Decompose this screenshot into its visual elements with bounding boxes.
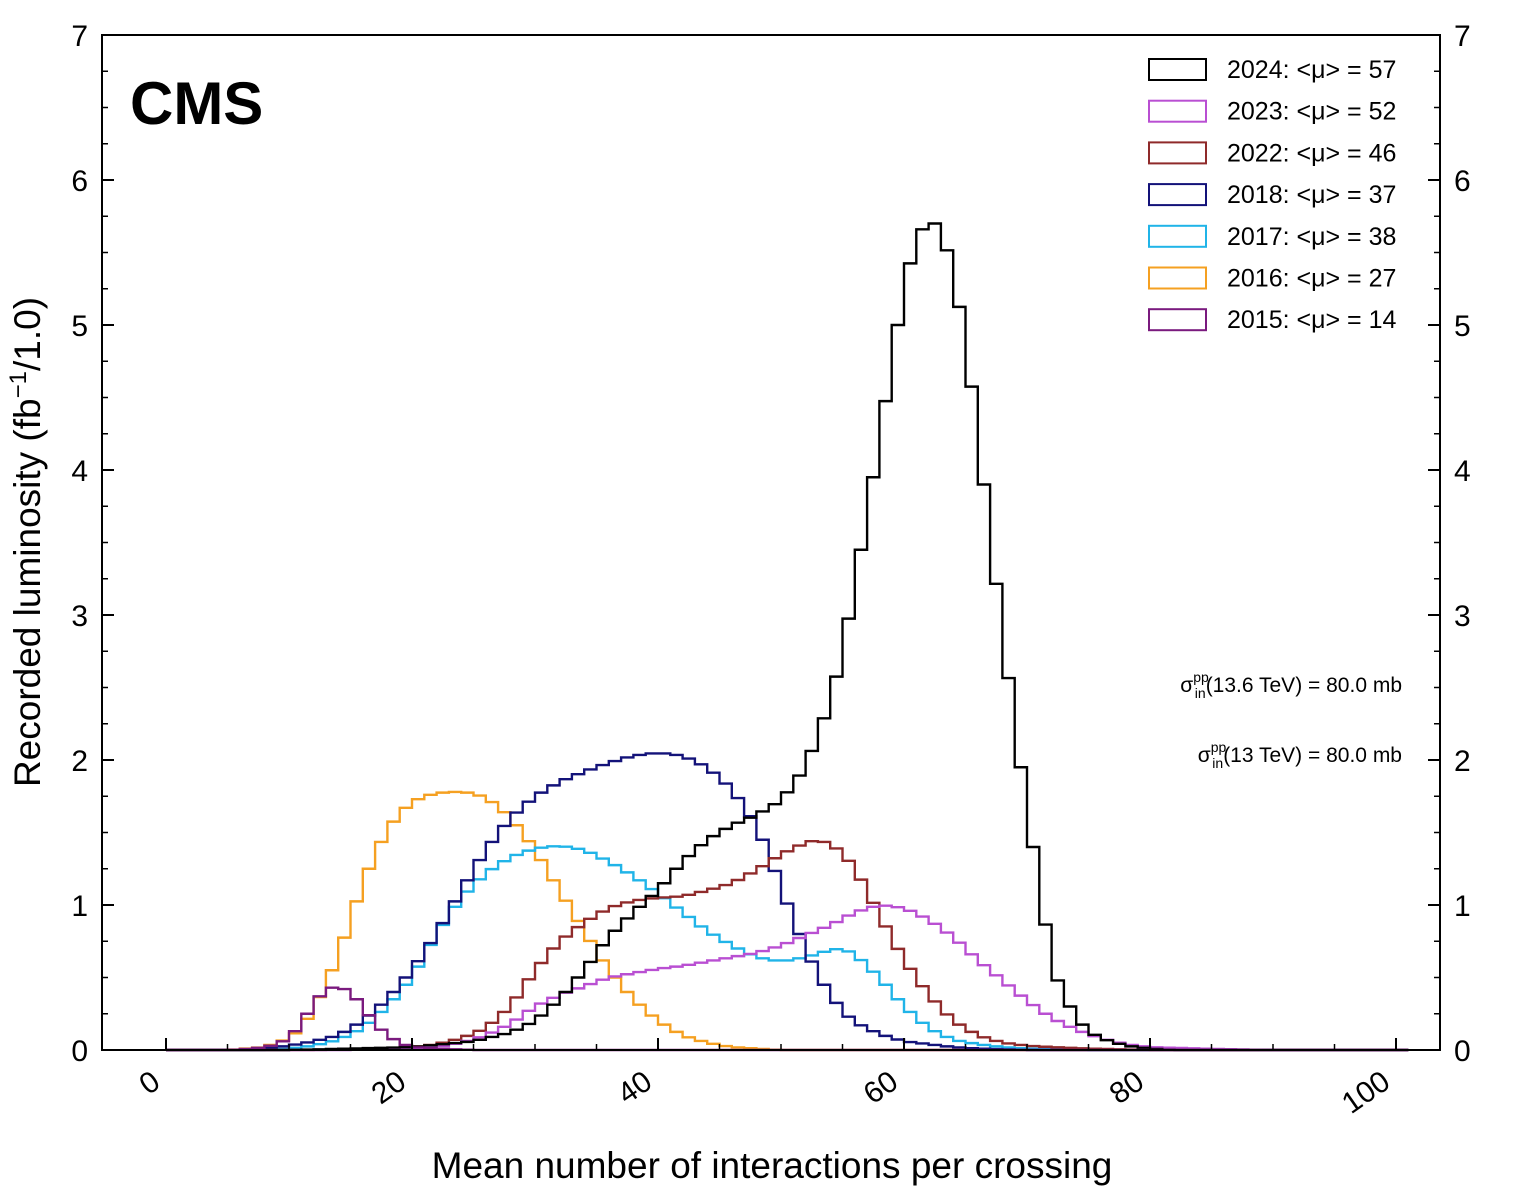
legend-swatch [1148,141,1207,165]
series-2016-line [166,790,1409,1052]
series-2022-line [166,840,1409,1052]
y-tick-label-right: 2 [1454,745,1471,778]
cross-section-annotation: σpp in(13.6 TeV) = 80.0 mb [1180,669,1402,701]
cross-section-annotation: σpp in(13 TeV) = 80.0 mb [1198,739,1402,771]
legend-label: 2022: <μ> = 46 [1227,139,1396,167]
y-tick-label: 0 [71,1035,88,1068]
cross-section-annotations: σpp in(13.6 TeV) = 80.0 mb σpp in(13 TeV) =… [1180,669,1402,771]
legend-label: 2017: <μ> = 38 [1227,223,1396,251]
cms-label: CMS [130,70,263,137]
series-2023-line [166,904,1409,1052]
y-tick-label-right: 3 [1454,600,1471,633]
y-tick-label: 5 [71,310,88,343]
y-tick-label-right: 7 [1454,20,1471,53]
y-tick-label: 7 [71,20,88,53]
legend: 2024: <μ> = 57 2023: <μ> = 52 2022: <μ> = … [1148,56,1397,334]
y-tick-label-right: 0 [1454,1035,1471,1068]
x-tick-label: 60 [858,1065,904,1111]
y-tick-label: 3 [71,600,88,633]
series-2015-line [166,986,1409,1052]
series-layer [166,222,1409,1052]
y-tick-label: 1 [71,890,88,923]
x-tick-label: 0 [133,1065,166,1102]
y-tick-label: 4 [71,455,88,488]
x-tick-label: 40 [612,1065,658,1111]
y-axis-title-main: Recorded luminosity (fb [7,398,48,787]
legend-swatch [1148,58,1207,81]
legend-label: 2024: <μ> = 57 [1227,56,1396,84]
legend-label: 2016: <μ> = 27 [1227,265,1396,293]
series-2024-line [166,222,1409,1052]
x-axis-title: Mean number of interactions per crossing [432,1145,1113,1186]
y-axis-title-sup: −1 [5,371,32,398]
legend-swatch [1148,99,1207,123]
legend-label: 2015: <μ> = 14 [1227,306,1397,334]
y-tick-label: 6 [71,165,88,198]
legend-label: 2023: <μ> = 52 [1227,98,1396,126]
legend-swatch [1148,224,1207,248]
x-tick-label: 80 [1104,1065,1150,1111]
y-axis-title: Recorded luminosity (fb−1/1.0) [5,297,48,787]
series-2017-line [166,845,1409,1052]
y-tick-label-right: 1 [1454,890,1471,923]
x-tick-label: 100 [1336,1065,1396,1121]
y-tick-label-right: 6 [1454,165,1471,198]
legend-swatch [1148,308,1207,332]
x-tick-label: 20 [366,1065,412,1111]
legend-label: 2018: <μ> = 37 [1227,181,1396,209]
y-tick-label-right: 4 [1454,455,1471,488]
y-tick-label: 2 [71,745,88,778]
legend-swatch [1148,266,1207,290]
y-tick-label-right: 5 [1454,310,1471,343]
legend-swatch [1148,183,1207,207]
y-axis-title-tail: /1.0) [7,297,48,371]
